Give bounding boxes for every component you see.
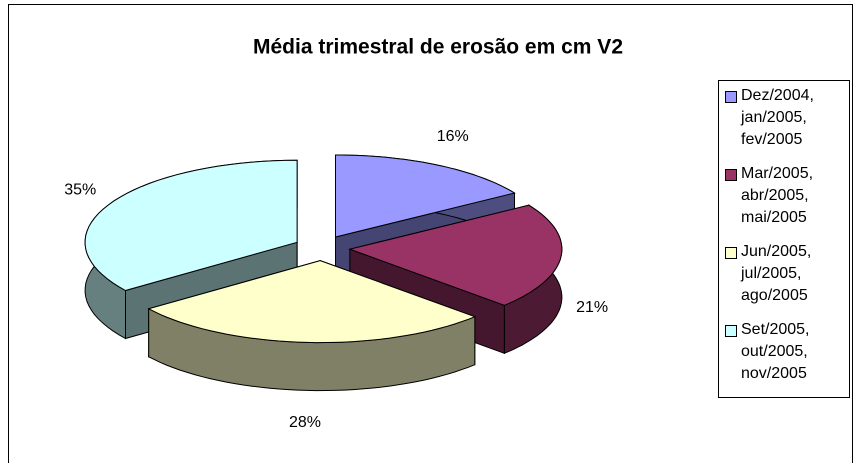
legend-swatch: [725, 325, 737, 337]
legend-entry: Set/2005, out/2005, nov/2005: [725, 319, 845, 397]
data-label: 21%: [576, 299, 608, 316]
slice: [335, 154, 516, 238]
legend-label: Mar/2005, abr/2005, mai/2005: [741, 165, 814, 226]
legend-label: Jun/2005, jul/2005, ago/2005: [741, 243, 812, 304]
chart-title: Média trimestral de erosão em cm V2: [253, 36, 623, 59]
data-label: 28%: [289, 414, 321, 431]
legend-entry: Mar/2005, abr/2005, mai/2005: [725, 163, 845, 241]
chart-frame: [8, 4, 853, 463]
legend-swatch: [725, 169, 737, 181]
slice: [348, 204, 563, 306]
slice: [147, 260, 477, 344]
legend-entry: Jun/2005, jul/2005, ago/2005: [725, 241, 845, 319]
legend-swatch: [725, 247, 737, 259]
data-label: 16%: [437, 128, 469, 145]
data-label: 35%: [64, 182, 96, 199]
legend-swatch: [725, 91, 737, 103]
legend-label: Set/2005, out/2005, nov/2005: [741, 321, 810, 382]
legend: Dez/2004, jan/2005, fev/2005 Mar/2005, ab…: [718, 80, 850, 398]
legend-entry: Dez/2004, jan/2005, fev/2005: [725, 85, 845, 163]
legend-label: Dez/2004, jan/2005, fev/2005: [741, 87, 814, 148]
slice: [84, 159, 298, 292]
